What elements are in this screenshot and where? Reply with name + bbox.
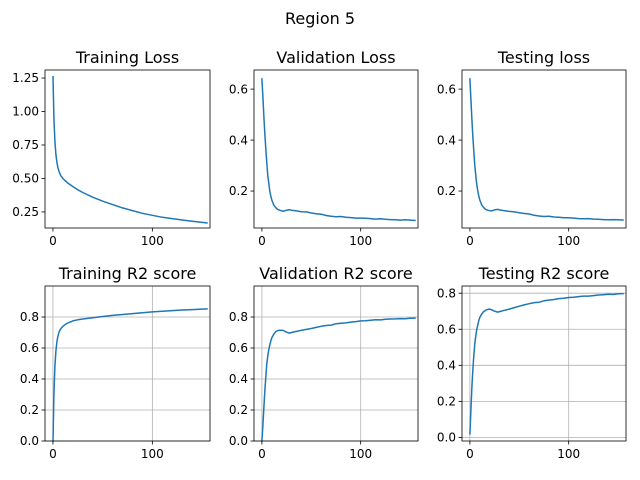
axes-frame (253, 69, 419, 229)
y-tick-label: 0.8 (437, 286, 456, 300)
x-tick-label: 100 (349, 447, 372, 461)
y-tick-label: 0.2 (229, 403, 248, 417)
axes-frame (253, 285, 419, 442)
series-line (52, 75, 208, 224)
y-tick-label: 0.6 (20, 341, 39, 355)
figure-title: Region 5 (285, 9, 355, 28)
x-tick-label: 100 (557, 234, 580, 248)
subplot-1: 0 100 0.25 0.50 0.75 1.00 1.25 Training Loss (12, 48, 211, 248)
subplot-6: 0 100 0.0 0.2 0.4 0.6 0.8 Testing R2 score (437, 264, 627, 461)
axes-frame (461, 69, 627, 229)
y-tick-label: 0.8 (229, 310, 248, 324)
y-tick-label: 0.0 (20, 434, 39, 448)
y-tick-label: 0.2 (437, 184, 456, 198)
y-tick-label: 0.2 (20, 403, 39, 417)
y-tick-label: 0.50 (12, 172, 39, 186)
y-tick-label: 0.4 (229, 133, 248, 147)
y-tick-label: 0.0 (229, 434, 248, 448)
series-line (261, 317, 416, 442)
x-tick-label: 100 (141, 234, 164, 248)
y-tick-label: 1.00 (12, 105, 39, 119)
subplot-title: Training R2 score (58, 264, 197, 283)
x-tick-label: 0 (258, 447, 266, 461)
y-tick-label: 0.6 (437, 322, 456, 336)
y-tick-label: 0.6 (437, 82, 456, 96)
axes-frame (44, 69, 211, 229)
subplot-2: 0 100 0.2 0.4 0.6 Validation Loss (229, 48, 419, 248)
series-line (469, 78, 624, 221)
axes-frame (461, 285, 627, 442)
x-tick-label: 0 (258, 234, 266, 248)
x-tick-label: 100 (349, 234, 372, 248)
y-tick-label: 0.4 (437, 133, 456, 147)
y-tick-label: 0.4 (437, 359, 456, 373)
y-tick-label: 0.4 (20, 372, 39, 386)
x-tick-label: 100 (141, 447, 164, 461)
y-tick-label: 1.25 (12, 71, 39, 85)
subplot-title: Testing R2 score (478, 264, 610, 283)
x-tick-label: 0 (466, 234, 474, 248)
y-tick-label: 0.8 (20, 310, 39, 324)
x-tick-label: 100 (557, 447, 580, 461)
y-tick-label: 0.6 (229, 341, 248, 355)
subplot-title: Validation Loss (276, 48, 395, 67)
subplot-title: Validation R2 score (259, 264, 412, 283)
y-tick-label: 0.6 (229, 82, 248, 96)
series-line (469, 292, 624, 435)
x-tick-label: 0 (49, 234, 57, 248)
y-tick-label: 0.25 (12, 205, 39, 219)
subplot-5: 0 100 0.0 0.2 0.4 0.6 0.8 Validation R2 score (229, 264, 419, 461)
y-tick-label: 0.2 (437, 395, 456, 409)
subplot-3: 0 100 0.2 0.4 0.6 Testing loss (437, 48, 627, 248)
subplot-title: Training Loss (75, 48, 179, 67)
axes-frame (44, 285, 211, 442)
y-tick-label: 0.2 (229, 184, 248, 198)
series-line (52, 308, 208, 442)
subplot-title: Testing loss (497, 48, 590, 67)
y-tick-label: 0.4 (229, 372, 248, 386)
x-tick-label: 0 (49, 447, 57, 461)
x-tick-label: 0 (466, 447, 474, 461)
y-tick-label: 0.0 (437, 431, 456, 445)
y-tick-label: 0.75 (12, 138, 39, 152)
series-line (261, 78, 416, 222)
subplot-4: 0 100 0.0 0.2 0.4 0.6 0.8 Training R2 score (20, 264, 211, 461)
